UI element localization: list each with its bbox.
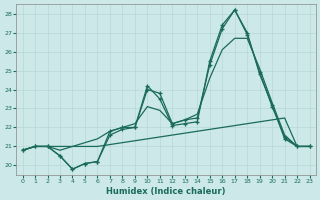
X-axis label: Humidex (Indice chaleur): Humidex (Indice chaleur): [106, 187, 226, 196]
